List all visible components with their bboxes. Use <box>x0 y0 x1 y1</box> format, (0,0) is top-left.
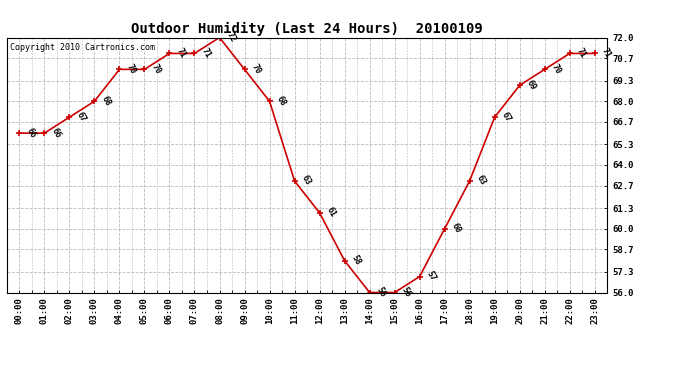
Text: Copyright 2010 Cartronics.com: Copyright 2010 Cartronics.com <box>10 43 155 52</box>
Text: 70: 70 <box>150 62 163 75</box>
Text: 60: 60 <box>450 222 463 235</box>
Text: 67: 67 <box>500 110 513 123</box>
Text: 61: 61 <box>325 206 338 219</box>
Text: 63: 63 <box>475 174 488 187</box>
Text: 71: 71 <box>600 46 613 60</box>
Text: 71: 71 <box>200 46 213 60</box>
Text: 71: 71 <box>575 46 588 60</box>
Text: 69: 69 <box>525 78 538 92</box>
Title: Outdoor Humidity (Last 24 Hours)  20100109: Outdoor Humidity (Last 24 Hours) 2010010… <box>131 22 483 36</box>
Text: 72: 72 <box>225 30 238 44</box>
Text: 68: 68 <box>275 94 288 107</box>
Text: 58: 58 <box>350 254 363 267</box>
Text: 70: 70 <box>125 62 138 75</box>
Text: 70: 70 <box>550 62 563 75</box>
Text: 66: 66 <box>50 126 63 139</box>
Text: 66: 66 <box>25 126 38 139</box>
Text: 70: 70 <box>250 62 263 75</box>
Text: 56: 56 <box>375 285 388 298</box>
Text: 63: 63 <box>300 174 313 187</box>
Text: 56: 56 <box>400 285 413 298</box>
Text: 57: 57 <box>425 270 438 283</box>
Text: 67: 67 <box>75 110 88 123</box>
Text: 71: 71 <box>175 46 188 60</box>
Text: 68: 68 <box>100 94 112 107</box>
